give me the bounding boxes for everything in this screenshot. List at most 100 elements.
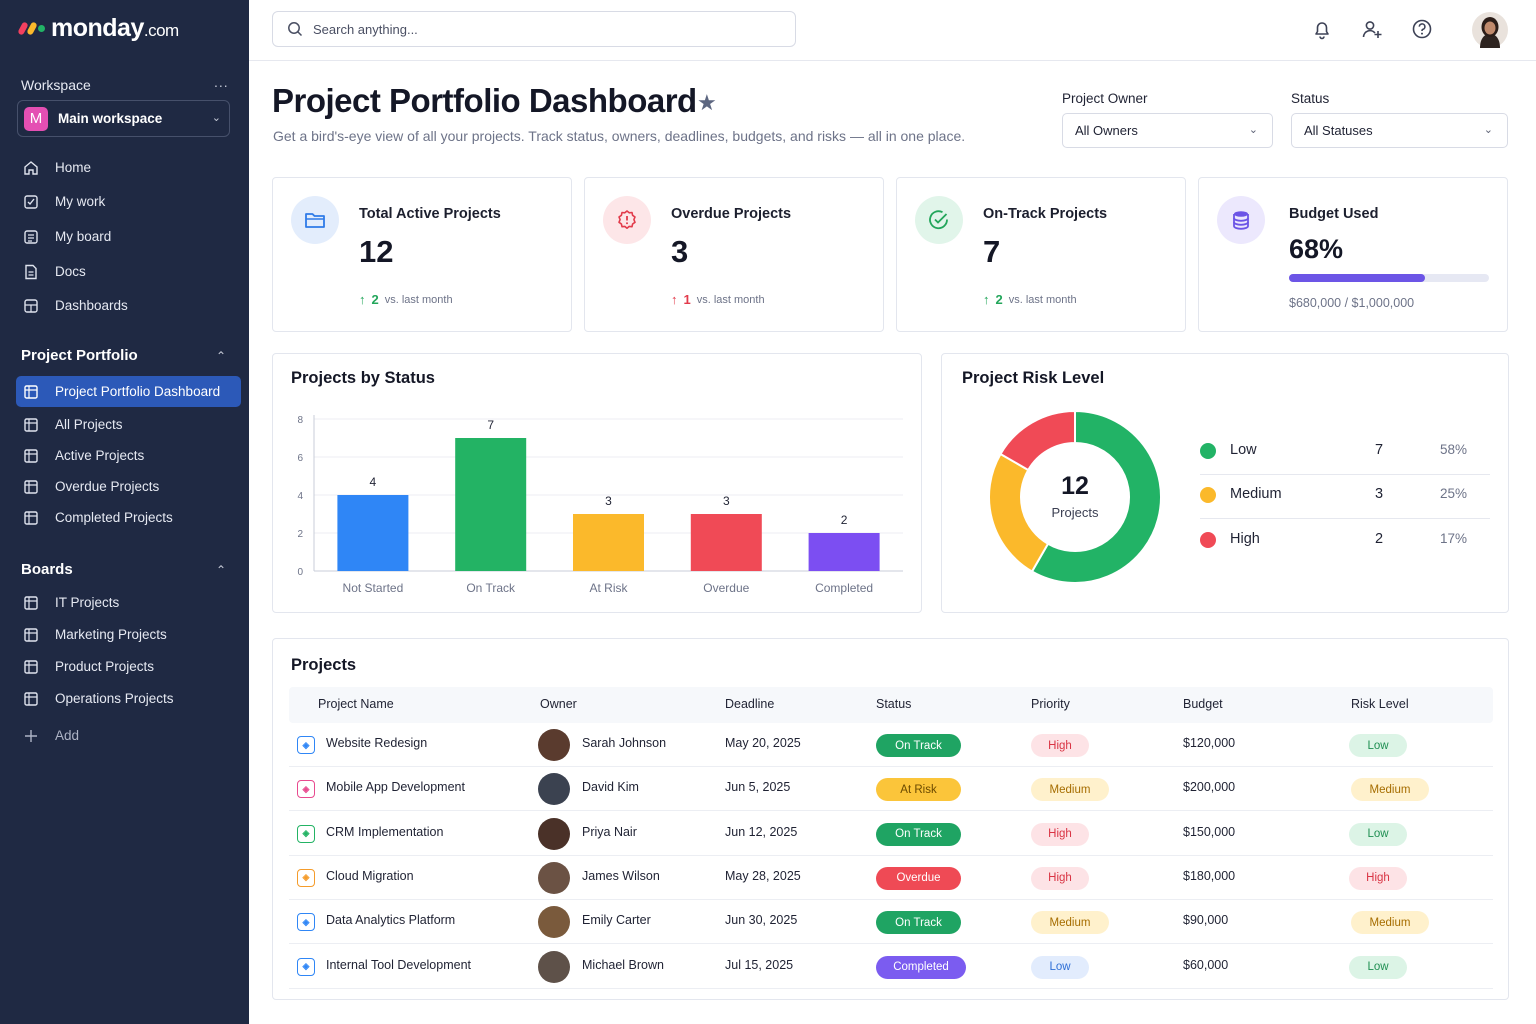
project-name[interactable]: Data Analytics Platform [326,913,456,928]
status-badge[interactable]: On Track [876,822,961,846]
column-header-risk-level[interactable]: Risk Level [1351,697,1409,711]
priority-badge[interactable]: Medium [1031,778,1109,802]
status-badge[interactable]: Overdue [876,866,961,890]
projects-table-card: Projects Project Name Owner Deadline Sta… [272,638,1509,1000]
board-icon [24,229,38,244]
priority-badge[interactable]: Medium [1031,911,1109,935]
add-board-button[interactable]: Add [16,720,241,751]
bell-icon[interactable] [1311,18,1333,40]
bar[interactable] [337,495,409,571]
donut-slice[interactable] [1030,409,1162,584]
priority-badge[interactable]: Low [1031,955,1089,979]
nav-label: My work [55,194,106,209]
chevron-up-icon[interactable]: ⌃ [216,563,227,577]
owner-filter-select[interactable]: All Owners ⌄ [1062,113,1273,148]
table-row[interactable]: ◈ Data Analytics Platform Emily Carter Jun … [289,900,1493,945]
arrow-up-icon: ↑ [359,292,366,307]
sidebar-item-label: Project Portfolio Dashboard [55,384,221,399]
status-badge[interactable]: On Track [876,734,961,757]
risk-badge[interactable]: Low [1349,734,1407,757]
sidebar-item-it-projects[interactable]: IT Projects [16,587,241,618]
legend-dot-high [1200,532,1216,548]
project-icon: ◈ [297,957,315,976]
y-tick-label: 4 [297,491,303,502]
workspace-more-button[interactable]: ... [214,74,229,90]
sidebar-item-active-projects[interactable]: Active Projects [16,440,241,471]
table-icon [24,384,38,399]
table-row[interactable]: ◈ Internal Tool Development Michael Brown J… [289,945,1493,989]
sidebar-item-marketing-projects[interactable]: Marketing Projects [16,619,241,650]
page-subtitle: Get a bird's-eye view of all your projec… [273,128,966,144]
priority-badge[interactable]: High [1031,822,1089,846]
search-input[interactable]: Search anything... [272,11,796,47]
sidebar-item-all-projects[interactable]: All Projects [16,409,241,440]
user-avatar[interactable] [1472,12,1508,48]
nav-item-my-board[interactable]: My board [16,221,241,252]
table-row[interactable]: ◈ Website Redesign Sarah Johnson May 20, 20… [289,723,1493,767]
nav-item-home[interactable]: Home [16,152,241,183]
bar[interactable] [690,514,762,571]
legend-count: 7 [1375,442,1384,458]
help-icon[interactable] [1411,18,1433,40]
status-filter-select[interactable]: All Statuses ⌄ [1291,113,1508,148]
add-user-icon[interactable] [1361,18,1383,40]
sidebar-item-overdue-projects[interactable]: Overdue Projects [16,471,241,502]
status-badge[interactable]: Completed [876,955,966,979]
column-header-project-name[interactable]: Project Name [318,697,394,711]
sidebar-item-operations-projects[interactable]: Operations Projects [16,683,241,714]
bar-value-label: 7 [487,418,494,432]
table-row[interactable]: ◈ CRM Implementation Priya Nair Jun 12, 202… [289,812,1493,856]
risk-badge[interactable]: High [1349,866,1407,890]
nav-label: Dashboards [55,298,128,313]
bar[interactable] [455,438,527,571]
project-name[interactable]: Cloud Migration [326,868,414,883]
status-badge[interactable]: At Risk [876,778,961,802]
donut-slice[interactable] [999,409,1076,472]
project-name[interactable]: Website Redesign [326,736,428,750]
chevron-up-icon[interactable]: ⌃ [216,349,227,363]
priority-badge[interactable]: High [1031,866,1089,890]
priority-badge[interactable]: High [1031,734,1089,757]
workspace-selector[interactable]: M Main workspace ⌄ [17,100,230,137]
project-name[interactable]: CRM Implementation [326,824,444,839]
check-square-icon [24,194,38,209]
nav-item-docs[interactable]: Docs [16,256,241,287]
risk-donut-chart [988,409,1162,584]
doc-icon [25,264,37,279]
owner-name: David Kim [582,780,639,795]
workspace-label: Workspace [21,77,91,93]
risk-badge[interactable]: Medium [1351,911,1429,935]
kpi-title: Budget Used [1289,206,1379,222]
risk-badge[interactable]: Low [1349,955,1407,979]
section-project-portfolio[interactable]: Project Portfolio [21,347,138,364]
nav-item-my-work[interactable]: My work [16,186,241,217]
column-header-deadline[interactable]: Deadline [725,697,775,711]
section-boards[interactable]: Boards [21,561,73,578]
monday-logo[interactable]: monday.com [17,14,179,43]
sidebar-item-portfolio-dashboard[interactable]: Project Portfolio Dashboard [16,376,241,407]
table-row[interactable]: ◈ Cloud Migration James Wilson May 28, 2025… [289,856,1493,900]
project-name[interactable]: Internal Tool Development [326,957,471,972]
table-row[interactable]: ◈ Mobile App Development David Kim Jun 5, 2… [289,767,1493,812]
nav-label: My board [55,229,112,244]
deadline: Jul 15, 2025 [725,957,794,972]
project-name[interactable]: Mobile App Development [326,780,465,795]
sidebar-item-product-projects[interactable]: Product Projects [16,651,241,682]
status-filter-value: All Statuses [1304,123,1373,138]
bar[interactable] [808,533,880,571]
bar[interactable] [573,514,644,571]
status-badge[interactable]: On Track [876,911,961,935]
column-header-priority[interactable]: Priority [1031,697,1070,711]
column-header-status[interactable]: Status [876,697,912,711]
sidebar-item-completed-projects[interactable]: Completed Projects [16,502,241,533]
sidebar-item-label: Active Projects [55,448,145,463]
nav-item-dashboards[interactable]: Dashboards [16,290,241,321]
column-header-owner[interactable]: Owner [540,697,577,711]
risk-badge[interactable]: Medium [1351,778,1429,802]
sidebar-item-label: Overdue Projects [55,479,160,494]
column-header-budget[interactable]: Budget [1183,697,1223,711]
star-icon[interactable]: ★ [697,90,717,115]
risk-badge[interactable]: Low [1349,822,1407,846]
chevron-down-icon: ⌄ [211,112,221,124]
x-tick-label: On Track [466,581,516,595]
